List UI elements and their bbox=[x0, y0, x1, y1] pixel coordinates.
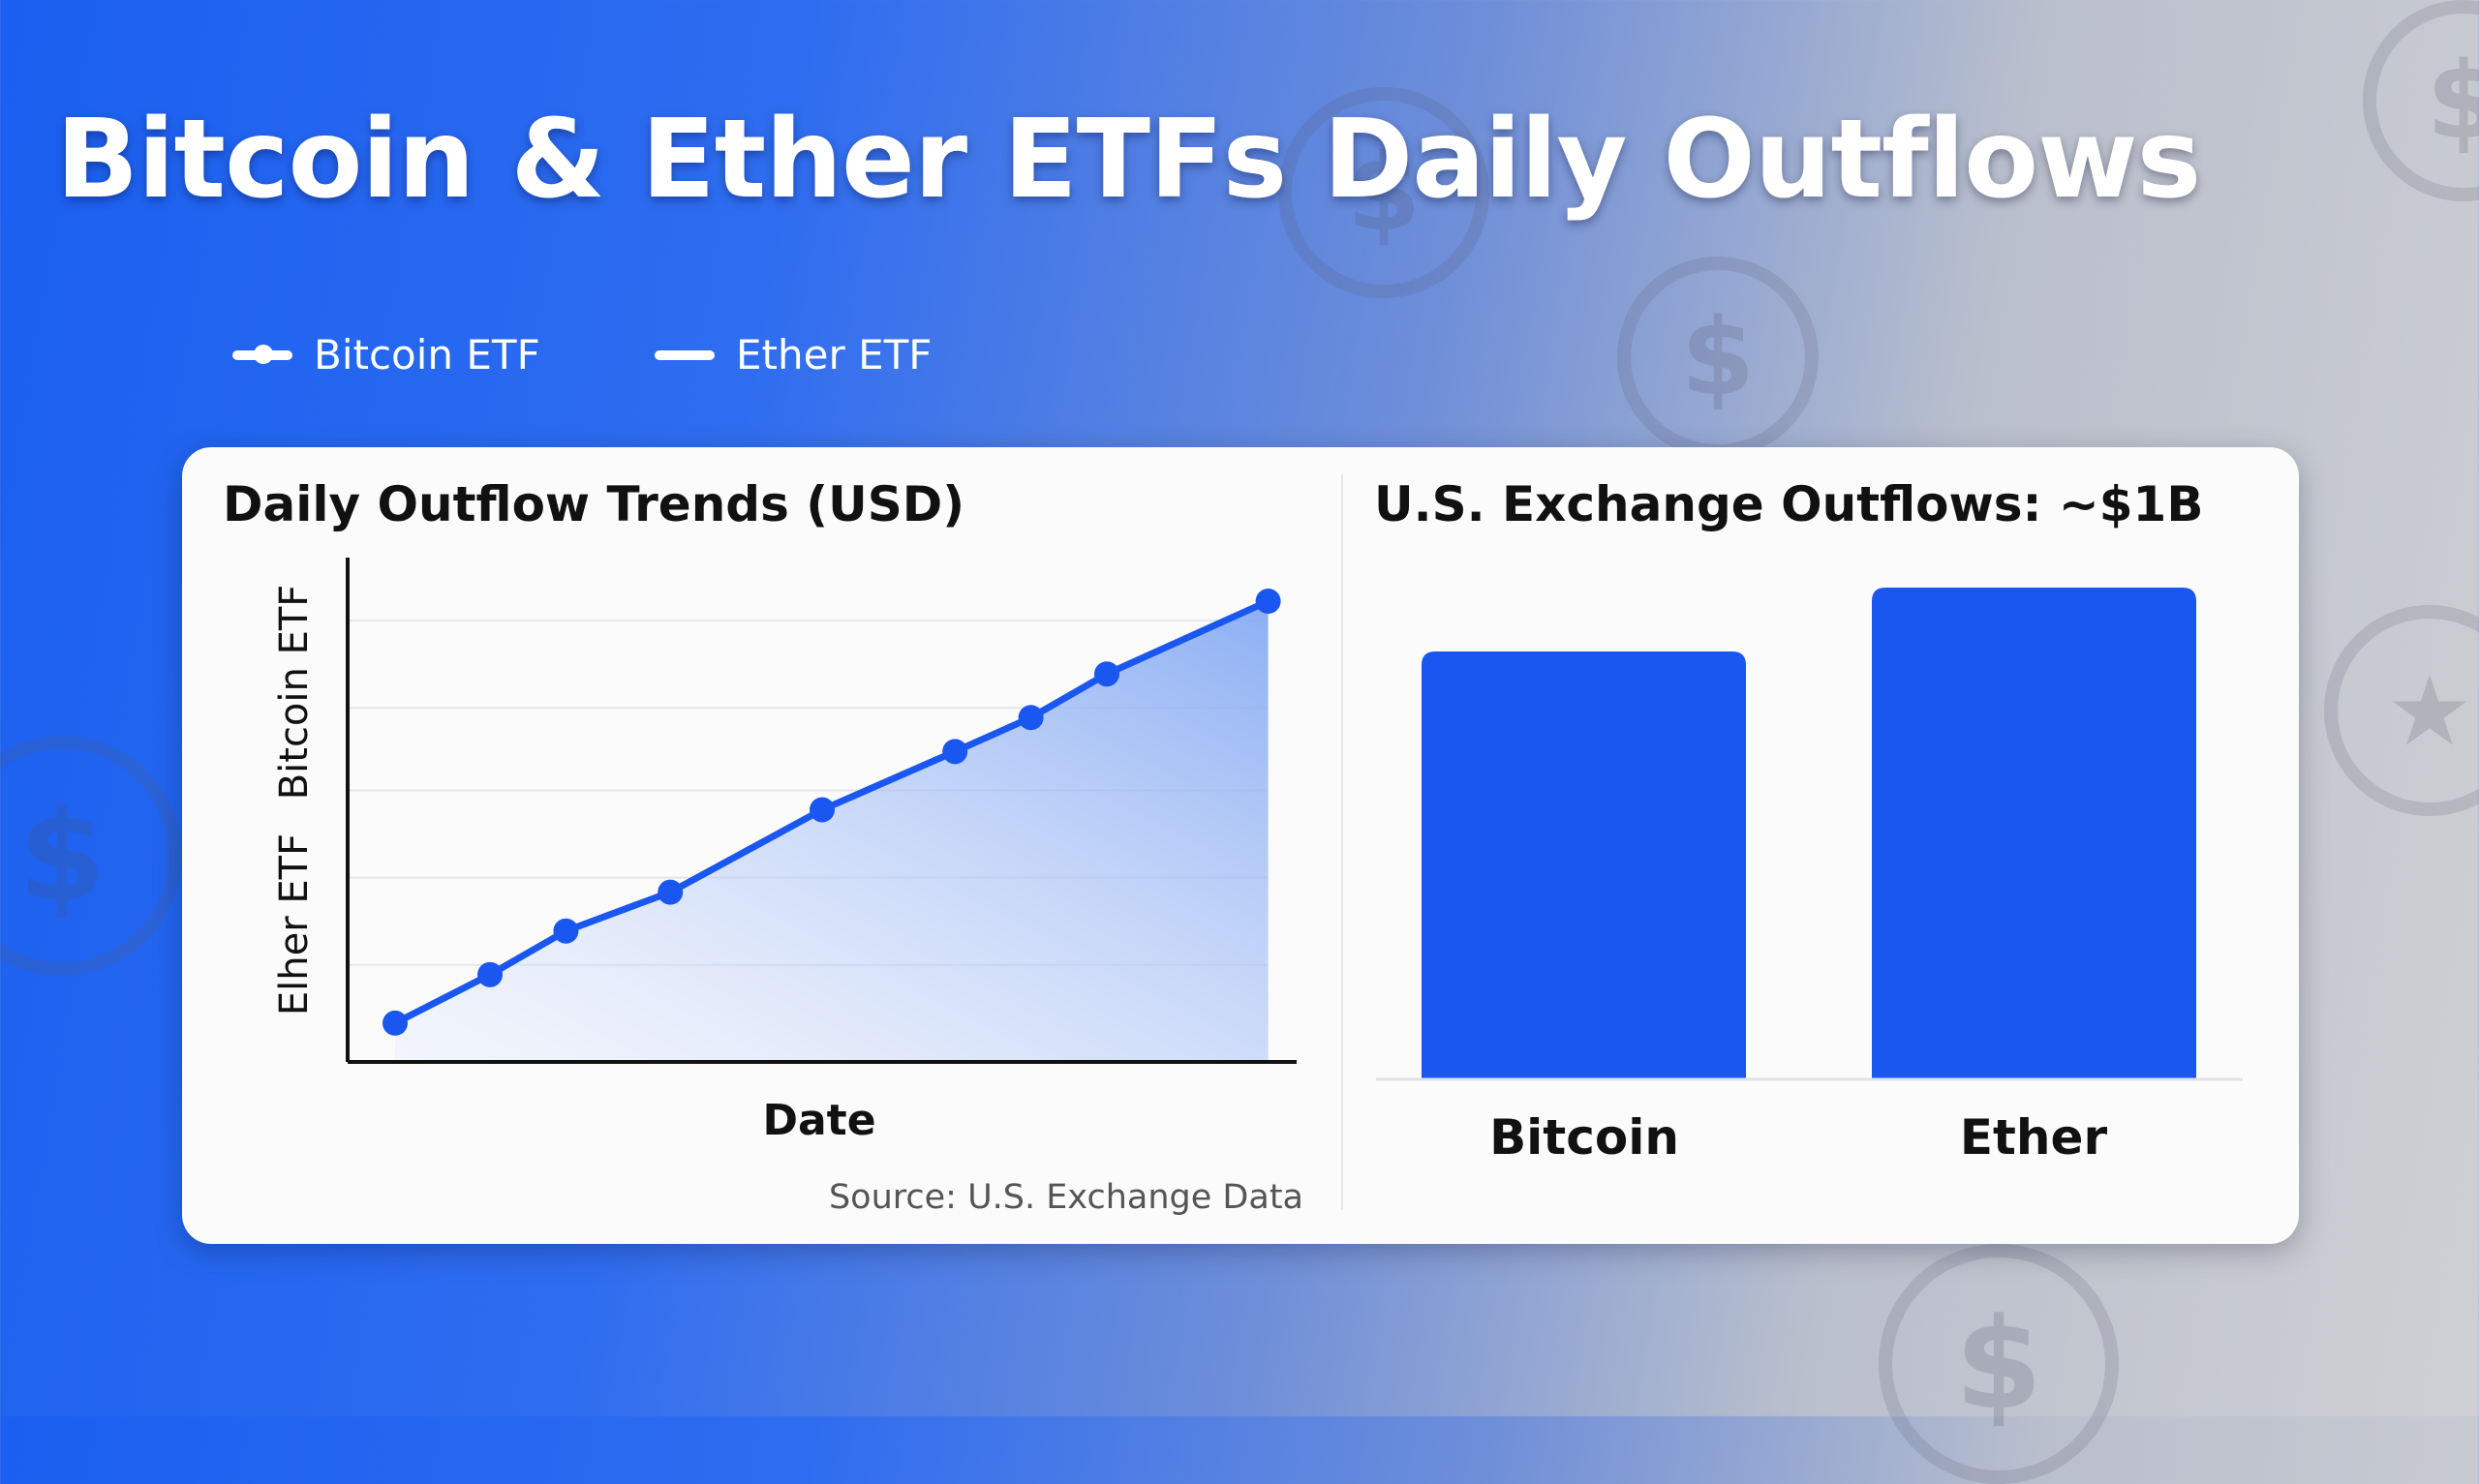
bar-chart bbox=[1376, 588, 2243, 1081]
y-axis-label-ether: Elher ETF bbox=[272, 833, 317, 1015]
line-chart bbox=[346, 558, 1297, 1064]
bar-bitcoin bbox=[1422, 651, 1746, 1079]
legend-ether: Ether ETF bbox=[655, 331, 932, 379]
divider bbox=[1341, 474, 1343, 1210]
data-point bbox=[383, 1010, 408, 1036]
data-point bbox=[1094, 661, 1119, 687]
bar-chart-title: U.S. Exchange Outflows: ~$1B bbox=[1374, 476, 2204, 532]
legend-bitcoin: Bitcoin ETF bbox=[232, 331, 540, 379]
area-fill bbox=[395, 601, 1269, 1062]
line-dot-icon bbox=[232, 344, 292, 364]
data-point bbox=[942, 739, 968, 765]
data-point bbox=[1255, 589, 1281, 615]
line-chart-title: Daily Outflow Trends (USD) bbox=[223, 476, 965, 532]
line-icon bbox=[655, 349, 715, 360]
y-axis-label-bitcoin: Bitcoin ETF bbox=[272, 585, 317, 801]
bar-ether bbox=[1872, 588, 2196, 1079]
data-point bbox=[1018, 705, 1044, 731]
legend-label: Bitcoin ETF bbox=[314, 331, 540, 379]
data-point bbox=[810, 797, 835, 823]
source-note: Source: U.S. Exchange Data bbox=[829, 1178, 1303, 1217]
data-point bbox=[477, 961, 503, 987]
bar-label-bitcoin: Bitcoin bbox=[1489, 1109, 1679, 1166]
data-point bbox=[553, 918, 579, 944]
legend-label: Ether ETF bbox=[736, 331, 933, 379]
bar-label-ether: Ether bbox=[1960, 1109, 2108, 1166]
page-title: Bitcoin & Ether ETFs Daily Outflows bbox=[55, 97, 2201, 223]
charts: Bitcoin ETF Elher ETF Date Source: U.S. … bbox=[272, 558, 2243, 1217]
data-point bbox=[658, 879, 684, 905]
x-axis-label: Date bbox=[762, 1096, 875, 1145]
